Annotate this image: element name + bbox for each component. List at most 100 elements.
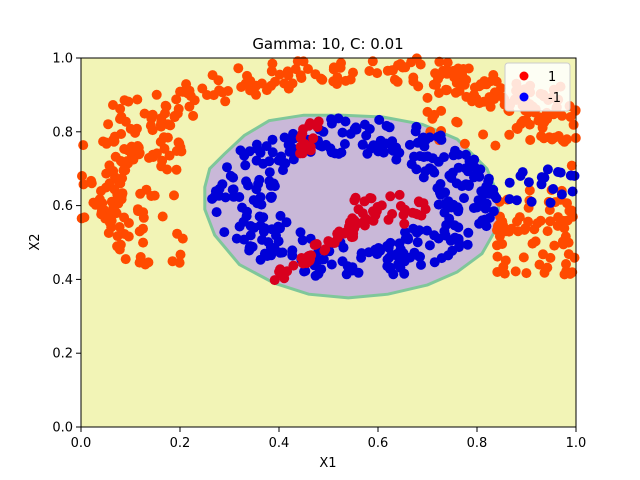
data-point-neg1 bbox=[222, 162, 232, 173]
data-point-1 bbox=[96, 209, 107, 220]
data-point-1 bbox=[459, 138, 470, 149]
data-point-1 bbox=[77, 171, 87, 181]
data-point-neg1 bbox=[504, 194, 515, 205]
data-point-1 bbox=[545, 252, 556, 263]
data-point-neg1 bbox=[227, 184, 238, 195]
data-point-neg1 bbox=[258, 226, 269, 237]
data-point-1 bbox=[303, 64, 313, 74]
data-point-1 bbox=[492, 267, 503, 277]
data-point-1 bbox=[478, 129, 489, 140]
data-point-1 bbox=[454, 86, 465, 96]
data-point-1 bbox=[544, 205, 555, 215]
data-point-1 bbox=[109, 184, 120, 195]
data-point-1 bbox=[442, 65, 453, 76]
data-point-1 bbox=[504, 129, 515, 140]
data-point-neg1 bbox=[318, 254, 329, 265]
data-point-neg1 bbox=[255, 254, 266, 265]
data-point-1 bbox=[175, 142, 186, 153]
data-point-neg1 bbox=[217, 179, 228, 190]
data-point-neg1 bbox=[567, 186, 578, 197]
data-point-neg1 bbox=[261, 141, 272, 152]
data-point-1 bbox=[512, 216, 522, 227]
data-point-1 bbox=[164, 150, 175, 161]
data-point-neg1 bbox=[410, 126, 421, 137]
data-point-neg1 bbox=[338, 242, 349, 253]
data-point-1 bbox=[389, 74, 400, 85]
data-point-1 bbox=[524, 185, 535, 196]
data-point-neg1 bbox=[451, 178, 462, 189]
data-point-neg1 bbox=[275, 247, 286, 258]
y-tick-label: 1.0 bbox=[52, 52, 73, 67]
data-point-neg1 bbox=[479, 214, 490, 225]
data-point-neg1 bbox=[429, 167, 440, 178]
data-point-neg1 bbox=[251, 139, 262, 150]
data-point-1 bbox=[125, 123, 136, 134]
data-point-neg1 bbox=[241, 211, 252, 222]
data-point-1 bbox=[365, 193, 375, 203]
data-point-1 bbox=[387, 209, 398, 219]
data-point-1 bbox=[422, 92, 433, 103]
data-point-1 bbox=[110, 151, 121, 162]
data-point-1 bbox=[452, 117, 463, 128]
data-point-neg1 bbox=[511, 195, 522, 206]
data-point-neg1 bbox=[411, 164, 422, 175]
data-point-neg1 bbox=[488, 184, 499, 195]
data-point-1 bbox=[311, 239, 322, 249]
data-point-neg1 bbox=[211, 207, 222, 218]
data-point-1 bbox=[539, 267, 550, 278]
data-point-neg1 bbox=[254, 174, 265, 185]
data-point-1 bbox=[120, 165, 131, 176]
data-point-1 bbox=[119, 212, 130, 223]
data-point-neg1 bbox=[240, 160, 251, 171]
data-point-1 bbox=[497, 239, 508, 249]
data-point-1 bbox=[413, 81, 424, 92]
data-point-1 bbox=[442, 57, 453, 68]
data-point-1 bbox=[394, 189, 405, 200]
data-point-neg1 bbox=[258, 158, 269, 169]
data-point-1 bbox=[138, 212, 149, 223]
data-point-1 bbox=[108, 166, 119, 176]
data-point-1 bbox=[558, 215, 569, 226]
data-point-neg1 bbox=[265, 242, 276, 253]
x-tick-label: 1.0 bbox=[566, 436, 587, 451]
data-point-1 bbox=[208, 90, 219, 101]
data-point-1 bbox=[115, 103, 126, 114]
data-point-neg1 bbox=[314, 140, 325, 151]
data-point-1 bbox=[561, 134, 572, 145]
data-point-neg1 bbox=[548, 184, 559, 194]
data-point-1 bbox=[434, 56, 445, 67]
data-point-neg1 bbox=[264, 167, 275, 178]
data-point-1 bbox=[117, 173, 128, 184]
data-point-1 bbox=[513, 226, 524, 237]
data-point-neg1 bbox=[447, 245, 458, 256]
data-point-1 bbox=[292, 56, 303, 67]
data-point-1 bbox=[236, 82, 247, 92]
data-point-neg1 bbox=[439, 152, 449, 163]
data-point-1 bbox=[146, 113, 157, 124]
data-point-neg1 bbox=[276, 151, 287, 162]
data-point-1 bbox=[370, 210, 381, 221]
data-point-neg1 bbox=[446, 202, 457, 213]
data-point-1 bbox=[207, 70, 218, 81]
data-point-neg1 bbox=[424, 240, 435, 251]
data-point-neg1 bbox=[474, 171, 485, 182]
data-point-neg1 bbox=[225, 170, 236, 181]
data-point-neg1 bbox=[385, 262, 396, 273]
data-point-neg1 bbox=[399, 256, 410, 267]
data-point-1 bbox=[561, 259, 571, 269]
data-point-neg1 bbox=[432, 183, 443, 194]
data-point-1 bbox=[500, 255, 511, 266]
data-point-neg1 bbox=[271, 230, 281, 241]
data-point-1 bbox=[145, 120, 156, 131]
data-point-1 bbox=[78, 140, 89, 151]
data-point-neg1 bbox=[267, 134, 278, 145]
data-point-1 bbox=[536, 131, 547, 142]
data-point-1 bbox=[524, 119, 535, 130]
data-point-neg1 bbox=[392, 251, 403, 262]
data-point-neg1 bbox=[545, 197, 556, 208]
data-point-1 bbox=[562, 198, 572, 209]
x-tick-label: 0.6 bbox=[368, 436, 389, 451]
data-point-neg1 bbox=[337, 127, 348, 138]
legend-marker-neg1 bbox=[519, 92, 529, 102]
data-point-1 bbox=[151, 89, 162, 100]
